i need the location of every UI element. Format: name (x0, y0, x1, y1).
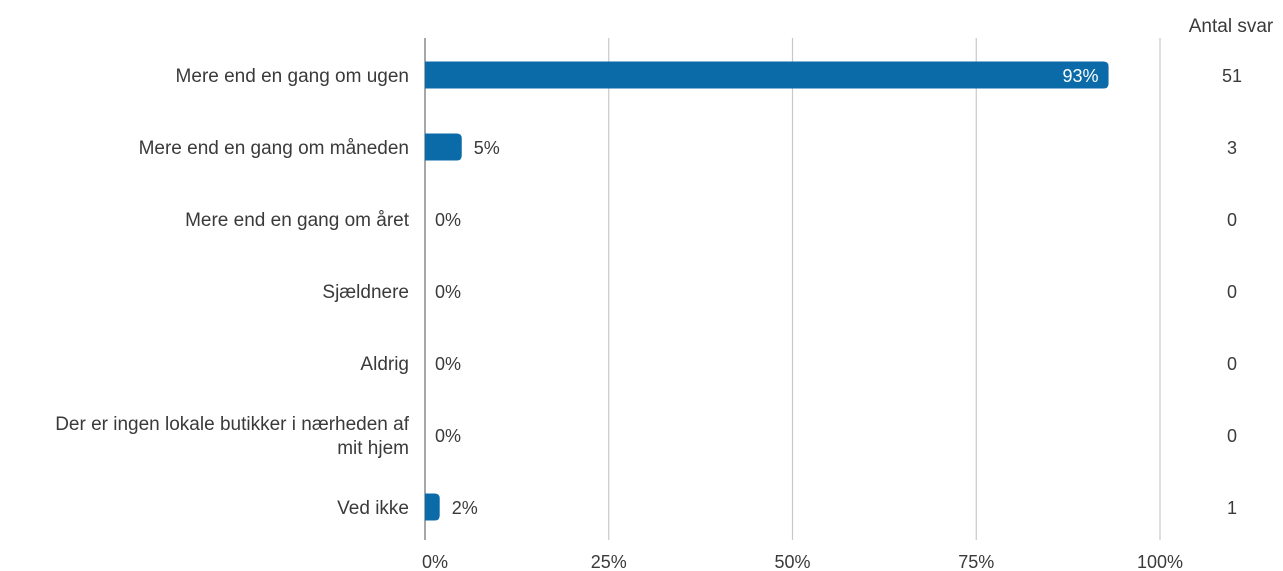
category-label: Der er ingen lokale butikker i nærheden … (55, 414, 410, 435)
x-tick-label: 100% (1137, 552, 1183, 571)
category-label: Mere end en gang om måneden (139, 138, 409, 159)
count-label: 0 (1227, 282, 1237, 302)
value-label: 0% (435, 426, 461, 446)
category-label: mit hjem (337, 438, 409, 459)
x-tick-label: 0% (422, 552, 448, 571)
x-tick-label: 75% (958, 552, 994, 571)
count-label: 1 (1227, 498, 1237, 518)
count-label: 0 (1227, 210, 1237, 230)
bar (425, 61, 1109, 89)
count-label: 3 (1227, 138, 1237, 158)
category-label: Aldrig (360, 354, 409, 375)
value-label: 93% (1063, 66, 1099, 86)
bar (425, 493, 440, 521)
category-label: Mere end en gang om ugen (176, 66, 409, 87)
value-label: 5% (474, 138, 500, 158)
count-label: 0 (1227, 426, 1237, 446)
x-tick-label: 50% (774, 552, 810, 571)
category-label: Mere end en gang om året (185, 210, 410, 231)
count-label: 0 (1227, 354, 1237, 374)
category-label: Ved ikke (337, 498, 409, 519)
value-label: 0% (435, 354, 461, 374)
count-header: Antal svar (1189, 16, 1274, 37)
value-label: 2% (452, 498, 478, 518)
x-tick-label: 25% (591, 552, 627, 571)
bar (425, 133, 462, 161)
count-label: 51 (1222, 66, 1242, 86)
category-label: Sjældnere (322, 282, 409, 303)
value-label: 0% (435, 282, 461, 302)
value-label: 0% (435, 210, 461, 230)
